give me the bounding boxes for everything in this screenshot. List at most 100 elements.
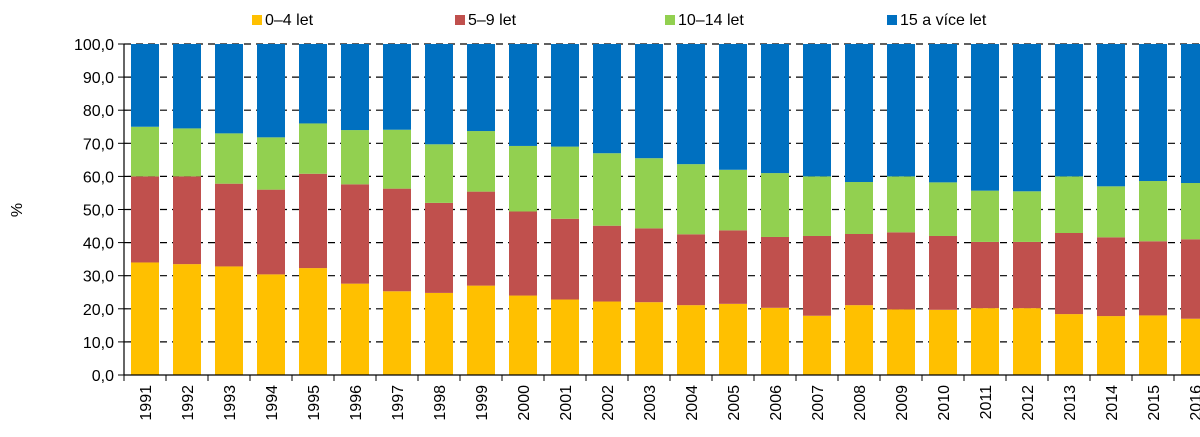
bar-segment xyxy=(215,44,243,134)
bar-segment xyxy=(1055,314,1083,375)
bar-segment xyxy=(971,241,999,309)
bar-segment xyxy=(257,189,285,275)
bar-segment xyxy=(929,309,957,375)
bar-segment xyxy=(887,309,915,375)
y-tick-label: 30,0 xyxy=(83,269,114,286)
bar-segment xyxy=(173,128,201,177)
bar-segment xyxy=(719,169,747,231)
y-tick-label: 60,0 xyxy=(83,169,114,186)
bar-segment xyxy=(719,230,747,304)
bar-segment xyxy=(425,202,453,293)
bar-segment xyxy=(509,44,537,146)
bar-segment xyxy=(467,44,495,132)
bar-segment xyxy=(1139,315,1167,375)
bar-segment xyxy=(971,190,999,242)
bar-segment xyxy=(131,176,159,263)
bar-segment xyxy=(845,233,873,306)
y-tick-label: 100,0 xyxy=(74,37,114,54)
bar-segment xyxy=(551,146,579,219)
bar-segment xyxy=(257,274,285,375)
x-tick-label: 1994 xyxy=(264,385,281,421)
x-tick-label: 2007 xyxy=(810,385,827,421)
bar-segment xyxy=(887,44,915,177)
bar-segment xyxy=(1181,239,1200,319)
x-tick-label: 2002 xyxy=(600,385,617,421)
legend-swatch xyxy=(665,15,675,25)
y-tick-label: 0,0 xyxy=(92,368,114,385)
bar-segment xyxy=(971,308,999,375)
bar-segment xyxy=(215,183,243,267)
bar-segment xyxy=(299,44,327,124)
bar-segment xyxy=(845,44,873,183)
bar-segment xyxy=(635,302,663,375)
x-tick-label: 2003 xyxy=(642,385,659,421)
bar-segment xyxy=(467,191,495,286)
bar-segment xyxy=(341,184,369,284)
x-tick-label: 2001 xyxy=(558,385,575,421)
bar-segment xyxy=(887,232,915,310)
bar-segment xyxy=(1181,318,1200,375)
bar-segment xyxy=(1139,44,1167,182)
bar-segment xyxy=(845,305,873,375)
bar-segment xyxy=(1097,316,1125,375)
bar-segment xyxy=(929,182,957,236)
x-tick-label: 2005 xyxy=(726,385,743,421)
bar-segment xyxy=(425,44,453,145)
bar-segment xyxy=(425,144,453,203)
y-tick-label: 50,0 xyxy=(83,203,114,220)
bar-segment xyxy=(299,123,327,174)
bar-segment xyxy=(593,153,621,226)
legend-label: 5–9 let xyxy=(468,12,517,29)
bar-segment xyxy=(215,266,243,375)
bar-segment xyxy=(803,315,831,375)
bar-segment xyxy=(1055,44,1083,177)
bar-segment xyxy=(509,145,537,212)
x-tick-label: 1999 xyxy=(474,385,491,421)
bar-segment xyxy=(215,133,243,184)
x-tick-label: 1998 xyxy=(432,385,449,421)
bar-segment xyxy=(593,44,621,154)
bar-segment xyxy=(509,211,537,296)
bar-segment xyxy=(593,225,621,302)
bar-segment xyxy=(677,164,705,235)
bar-segment xyxy=(1139,181,1167,242)
y-axis-label: % xyxy=(9,203,26,217)
bar-segment xyxy=(803,235,831,316)
bar-segment xyxy=(719,303,747,375)
bar-segment xyxy=(1097,237,1125,317)
bar-segment xyxy=(383,44,411,130)
x-tick-label: 2016 xyxy=(1188,385,1200,421)
bar-segment xyxy=(929,44,957,183)
legend-label: 15 a více let xyxy=(900,12,987,29)
legend-label: 10–14 let xyxy=(678,12,744,29)
legend-swatch xyxy=(887,15,897,25)
x-tick-label: 2012 xyxy=(1020,385,1037,421)
x-tick-label: 2008 xyxy=(852,385,869,421)
bar-segment xyxy=(383,129,411,189)
bar-segment xyxy=(299,268,327,375)
legend-swatch xyxy=(455,15,465,25)
y-tick-label: 80,0 xyxy=(83,103,114,120)
bar-segment xyxy=(1055,233,1083,315)
bar-segment xyxy=(383,188,411,292)
bar-segment xyxy=(509,295,537,375)
bar-segment xyxy=(1055,176,1083,234)
bars xyxy=(131,44,1200,375)
bar-segment xyxy=(1181,183,1200,240)
bar-segment xyxy=(677,305,705,375)
y-tick-label: 10,0 xyxy=(83,335,114,352)
bar-segment xyxy=(551,299,579,375)
bar-segment xyxy=(677,234,705,306)
x-tick-label: 2006 xyxy=(768,385,785,421)
bar-segment xyxy=(341,130,369,185)
bar-segment xyxy=(1013,308,1041,375)
x-tick-label: 1991 xyxy=(138,385,155,421)
bar-segment xyxy=(971,44,999,191)
bar-segment xyxy=(551,218,579,300)
bar-segment xyxy=(803,44,831,177)
x-tick-label: 2014 xyxy=(1104,385,1121,421)
legend-label: 0–4 let xyxy=(265,12,314,29)
bar-segment xyxy=(551,44,579,147)
